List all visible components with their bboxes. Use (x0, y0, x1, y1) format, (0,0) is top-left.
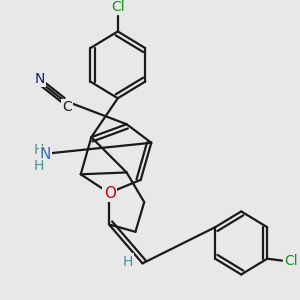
Text: Cl: Cl (111, 0, 124, 14)
Text: O: O (104, 186, 116, 201)
Text: H: H (33, 143, 43, 157)
Text: N: N (40, 147, 51, 162)
Text: C: C (62, 100, 72, 114)
Text: N: N (35, 72, 45, 86)
Text: Cl: Cl (284, 254, 298, 268)
Text: H: H (122, 254, 133, 268)
Text: H: H (33, 159, 43, 173)
